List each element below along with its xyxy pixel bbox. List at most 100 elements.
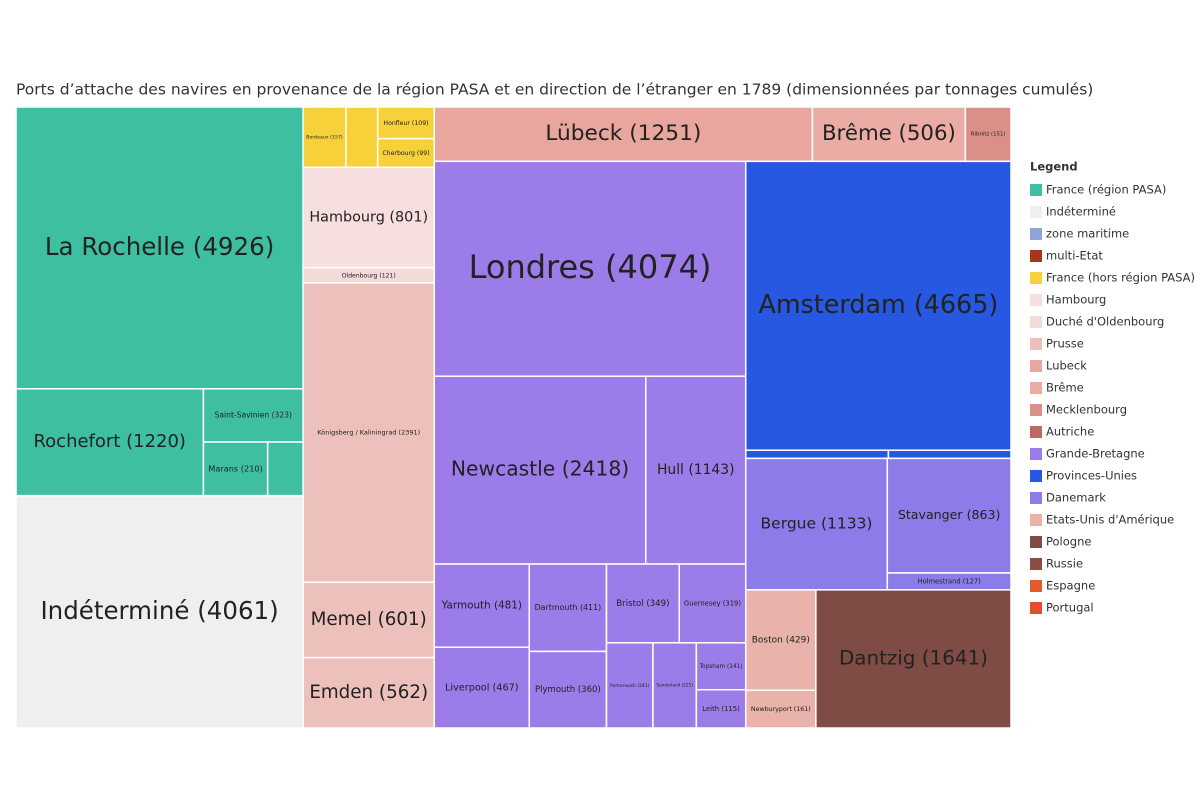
tile-label: Sunderland (225): [656, 682, 693, 687]
tile-label: La Rochelle (4926): [45, 232, 274, 261]
tile-label: Bordeaux (157): [306, 135, 343, 141]
tile-label: Cherbourg (99): [382, 150, 429, 157]
treemap-tile: [744, 449, 890, 460]
treemap-tile: [433, 160, 747, 377]
tile-label: Königsberg / Kaliningrad (2391): [317, 429, 420, 437]
tile-label: Yarmouth (481): [441, 600, 522, 612]
treemap-tile: [345, 106, 379, 169]
legend-swatch: [1030, 470, 1042, 482]
treemap-tile: [15, 106, 304, 390]
tile-label: Saint-Savinien (323): [215, 410, 292, 419]
legend-swatch: [1030, 294, 1042, 306]
legend-swatch: [1030, 426, 1042, 438]
treemap-tile: [744, 457, 889, 591]
treemap-tile: [302, 282, 436, 584]
legend-swatch: [1030, 316, 1042, 328]
tile-label: Memel (601): [311, 609, 427, 630]
legend-label: Lubeck: [1046, 359, 1087, 373]
treemap-tile: [433, 563, 531, 648]
tile-label: Holmestrand (127): [918, 577, 982, 585]
tile-label: Honfleur (109): [383, 120, 428, 127]
treemap-tile: [605, 642, 654, 729]
treemap-tile: [815, 589, 1012, 729]
tile-label: Plymouth (360): [535, 685, 601, 695]
treemap-tile: [302, 106, 347, 169]
treemap-tile: [886, 457, 1012, 574]
treemap-tile: [811, 106, 967, 163]
tile-label: Dartmouth (411): [535, 603, 602, 612]
treemap-tile: [528, 563, 608, 653]
treemap-tile: [433, 646, 531, 729]
treemap-tile: [376, 137, 436, 169]
legend-swatch: [1030, 184, 1042, 196]
tile-label: Oldenbourg (121): [342, 272, 396, 279]
legend-label: Danemark: [1046, 491, 1106, 505]
treemap-tile: [528, 650, 608, 729]
tile-label: Bergue (1133): [761, 515, 873, 533]
legend-swatch: [1030, 360, 1042, 372]
tile-label: Leith (115): [702, 705, 740, 713]
tile-label: Topsham (141): [698, 664, 742, 670]
tile-label: Amsterdam (4665): [758, 289, 998, 319]
legend-swatch: [1030, 228, 1042, 240]
treemap-tile: [15, 388, 205, 497]
legend-label: France (hors région PASA): [1046, 271, 1195, 285]
legend-swatch: [1030, 206, 1042, 218]
legend-label: Etats-Unis d'Amérique: [1046, 513, 1174, 527]
legend-label: Prusse: [1046, 337, 1084, 351]
tile-label: Londres (4074): [469, 248, 712, 286]
tile-label: Newburyport (161): [751, 706, 811, 713]
legend-label: Grande-Bretagne: [1046, 447, 1145, 461]
tile-label: Bristol (349): [616, 599, 669, 609]
legend-swatch: [1030, 448, 1042, 460]
treemap-tile: [964, 106, 1012, 163]
treemap-tile: [605, 563, 680, 644]
legend-label: Mecklenbourg: [1046, 403, 1127, 417]
legend-title: Legend: [1030, 160, 1078, 174]
treemap-tile: [887, 449, 1012, 460]
treemap-tile: [302, 656, 436, 729]
legend-swatch: [1030, 602, 1042, 614]
treemap-tile: [744, 160, 1012, 451]
legend-label: Duché d'Oldenbourg: [1046, 315, 1164, 329]
legend-swatch: [1030, 514, 1042, 526]
legend-label: Autriche: [1046, 425, 1094, 439]
treemap-tile: [744, 589, 817, 692]
legend-label: Hambourg: [1046, 293, 1106, 307]
legend-swatch: [1030, 558, 1042, 570]
treemap-tile: [266, 441, 304, 497]
legend-label: Portugal: [1046, 601, 1094, 615]
legend-label: Indéterminé: [1046, 205, 1116, 219]
treemap-tile: [678, 563, 747, 644]
treemap-tile: [645, 375, 747, 565]
tile-label: Newcastle (2418): [451, 457, 629, 481]
tile-label: Marans (210): [208, 463, 263, 473]
tile-label: Liverpool (467): [445, 683, 519, 694]
tile-label: Ribnitz (151): [971, 132, 1006, 138]
legend-swatch: [1030, 250, 1042, 262]
legend-label: Russie: [1046, 557, 1083, 571]
tile-label: Indéterminé (4061): [40, 596, 278, 625]
tile-label: Hull (1143): [657, 462, 735, 478]
tile-label: Emden (562): [309, 682, 428, 703]
legend-swatch: [1030, 272, 1042, 284]
legend-label: multi-Etat: [1046, 249, 1103, 263]
legend-swatch: [1030, 338, 1042, 350]
legend-swatch: [1030, 492, 1042, 504]
treemap-tile: [744, 689, 817, 729]
tile-label: Boston (429): [752, 636, 810, 646]
legend-label: Espagne: [1046, 579, 1095, 593]
legend-label: zone maritime: [1046, 227, 1129, 241]
tile-label: Guernesey (319): [684, 599, 741, 607]
legend-swatch: [1030, 404, 1042, 416]
tile-label: Hambourg (801): [309, 210, 428, 226]
chart-title: Ports d’attache des navires en provenanc…: [16, 81, 1093, 99]
legend-swatch: [1030, 382, 1042, 394]
treemap-tile: [433, 106, 814, 163]
legend-swatch: [1030, 536, 1042, 548]
treemap-tile: [433, 375, 647, 565]
tile-label: Portsmouth (241): [610, 683, 650, 689]
tile-label: Rochefort (1220): [33, 431, 185, 452]
